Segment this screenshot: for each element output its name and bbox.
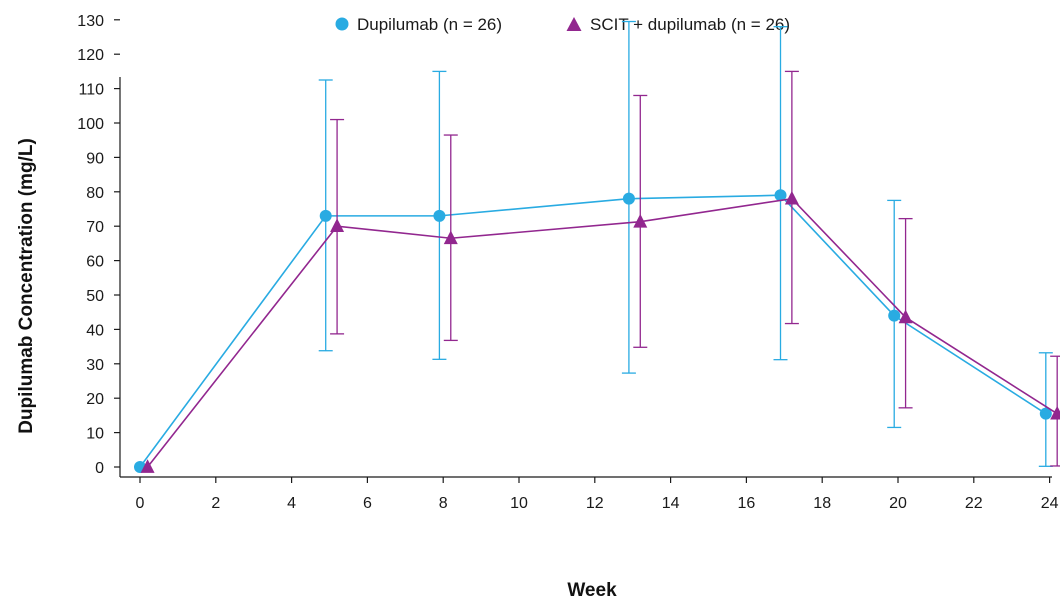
data-point-dupilumab: [319, 209, 332, 222]
x-tick-label: 14: [662, 495, 680, 512]
legend: Dupilumab (n = 26) SCIT + dupilumab (n =…: [335, 15, 790, 34]
legend-marker-dupilumab: [335, 17, 349, 31]
data-point-dupilumab: [433, 209, 446, 222]
y-tick-label: 30: [86, 357, 104, 374]
x-tick-label: 16: [738, 495, 756, 512]
y-tick-label: 70: [86, 219, 104, 236]
data-point-scit-dupilumab: [1050, 405, 1060, 420]
legend-marker-scit-dupilumab: [566, 17, 582, 31]
x-tick-label: 6: [363, 495, 372, 512]
series-layer: [134, 20, 1060, 473]
y-ticks: 0 10 20 30 40 50 60 70 80 90 100 110 120 130: [77, 13, 120, 477]
x-tick-label: 22: [965, 495, 983, 512]
data-point-dupilumab: [1039, 407, 1052, 420]
y-tick-label: 120: [77, 47, 104, 64]
series-line-dupilumab: [139, 194, 1047, 468]
data-point-dupilumab: [622, 192, 635, 205]
series-scit-dupilumab: [140, 70, 1060, 473]
y-tick-label: 10: [86, 426, 104, 443]
x-tick-label: 0: [136, 495, 145, 512]
legend-label-dupilumab: Dupilumab (n = 26): [357, 15, 502, 34]
legend-label-scit-dupilumab: SCIT + dupilumab (n = 26): [590, 15, 790, 34]
data-point-scit-dupilumab: [140, 459, 155, 473]
y-tick-label: 90: [86, 150, 104, 167]
x-tick-label: 4: [287, 495, 296, 512]
y-tick-label: 50: [86, 288, 104, 305]
y-tick-label: 60: [86, 254, 104, 271]
x-tick-label: 18: [813, 495, 831, 512]
x-tick-label: 12: [586, 495, 604, 512]
y-tick-label: 130: [77, 13, 104, 30]
y-tick-label: 100: [77, 116, 104, 133]
x-tick-label: 20: [889, 495, 907, 512]
data-point-scit-dupilumab: [784, 190, 799, 205]
y-tick-label: 40: [86, 322, 104, 339]
y-tick-label: 20: [86, 391, 104, 408]
data-point-scit-dupilumab: [898, 309, 913, 324]
y-tick-label: 80: [86, 185, 104, 202]
data-point-scit-dupilumab: [330, 218, 345, 233]
x-tick-label: 24: [1041, 495, 1059, 512]
series-dupilumab: [134, 20, 1053, 473]
y-tick-label: 110: [78, 82, 104, 99]
data-point-scit-dupilumab: [443, 230, 458, 245]
x-axis-title: Week: [567, 580, 617, 601]
x-ticks: 0 2 4 6 8 10 12 14 16 18 20 22 24: [136, 477, 1059, 512]
x-tick-label: 2: [211, 495, 220, 512]
data-point-scit-dupilumab: [633, 213, 648, 228]
y-axis-title: Dupilumab Concentration (mg/L): [16, 138, 37, 434]
y-tick-label: 0: [95, 460, 104, 477]
data-point-dupilumab: [774, 189, 787, 202]
x-tick-label: 8: [439, 495, 448, 512]
data-point-dupilumab: [888, 309, 901, 322]
x-tick-label: 10: [510, 495, 528, 512]
